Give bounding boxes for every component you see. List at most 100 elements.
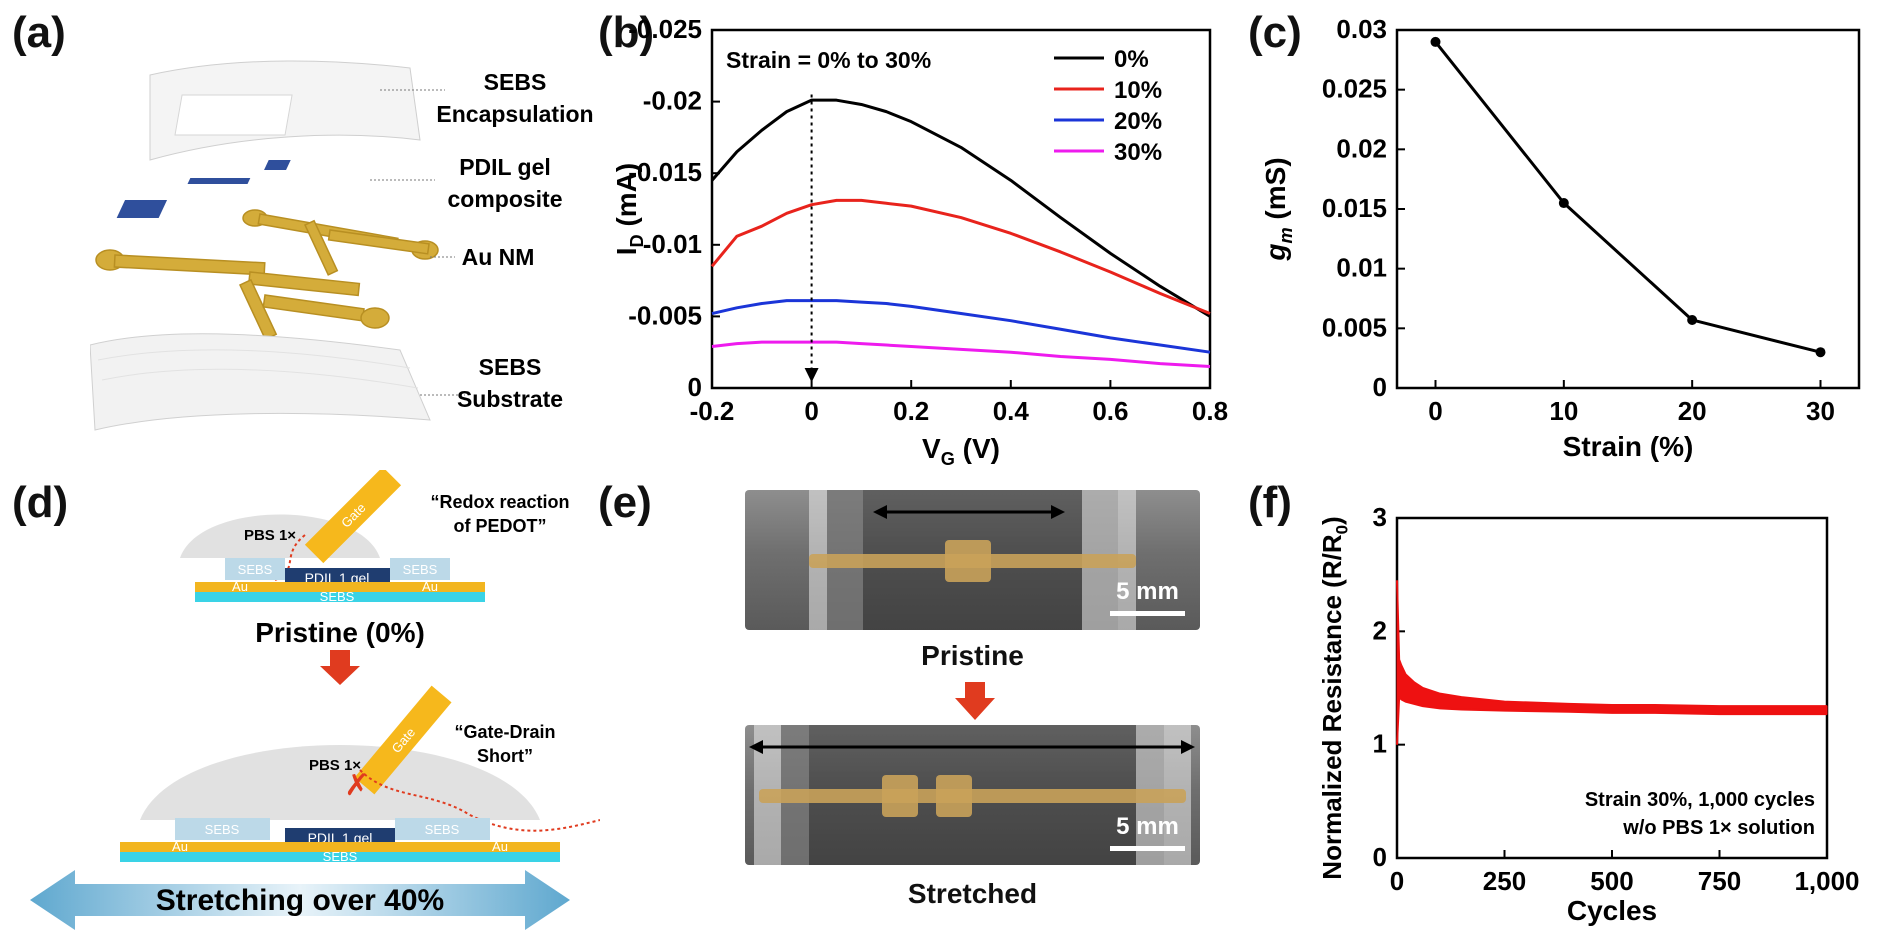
au-label-3: Au <box>172 839 188 854</box>
y-tick-label: 2 <box>1373 615 1387 645</box>
legend-label: 30% <box>1114 139 1162 166</box>
series-line-20pct <box>711 299 1211 354</box>
photo-stretched: 5 mm <box>745 725 1200 865</box>
strain-annotation: Strain = 0% to 30% <box>726 47 931 73</box>
quote-short-2: Short” <box>477 746 533 766</box>
y-tick-label: 0.015 <box>1322 193 1387 223</box>
x-tick-label: 250 <box>1483 866 1526 896</box>
series-line-lower <box>1396 696 1827 745</box>
transition-arrow-d <box>320 650 360 685</box>
y-tick-label: -0.015 <box>628 157 702 187</box>
chart-b-id-vg: -0.2 0 0.2 0.4 0.6 0.80-0.005-0.01-0.015-0.02… <box>611 14 1228 469</box>
series-line-10pct <box>710 198 1211 315</box>
x-tick-label: 0 <box>1390 866 1404 896</box>
stretch-double-arrow <box>30 870 570 930</box>
y-tick-label: -0.01 <box>643 229 702 259</box>
series-line-30pct <box>711 340 1211 369</box>
y-axis-label: ID (mA) <box>611 163 647 255</box>
pristine-caption: Pristine (0%) <box>255 617 425 648</box>
layer-label-gel-1: PDIL gel <box>459 154 551 180</box>
x-axis-label: VG (V) <box>922 433 1000 469</box>
au-label-1: Au <box>232 579 248 594</box>
y-tick-label: 0.01 <box>1336 253 1387 283</box>
legend-label: 0% <box>1114 46 1149 73</box>
transition-arrow-e <box>955 682 995 720</box>
panel-label-c: (c) <box>1248 8 1302 57</box>
au-label-2: Au <box>422 579 438 594</box>
scale-label-pristine: 5 mm <box>1116 578 1179 605</box>
sebs-label-4: SEBS <box>425 822 460 837</box>
gate-electrode <box>304 470 402 564</box>
y-tick-label: -0.02 <box>643 86 702 116</box>
y-tick-label: 0.03 <box>1336 14 1387 44</box>
device-cross-section-diagram: Gate PBS 1× “Redox reaction of PEDOT” SE… <box>30 470 600 930</box>
data-point <box>1430 36 1441 47</box>
quote-redox-2: of PEDOT” <box>454 516 547 536</box>
data-point <box>1815 347 1826 358</box>
data-point <box>1558 198 1569 209</box>
layer-label-encapsulation-1: SEBS <box>484 69 547 95</box>
y-tick-label: 0 <box>1373 842 1387 872</box>
panel-label-b: (b) <box>598 8 655 57</box>
x-tick-label: 30 <box>1806 396 1835 426</box>
annotation-line-2: w/o PBS 1× solution <box>1622 817 1815 839</box>
resistance-band <box>1396 580 1828 745</box>
sebs-label-1: SEBS <box>238 562 273 577</box>
y-tick-label: 0.005 <box>1322 312 1387 342</box>
y-tick-label: -0.025 <box>628 14 702 44</box>
layer-label-au: Au NM <box>462 244 535 270</box>
gate-electrode-2 <box>354 685 452 795</box>
x-tick-label: 1,000 <box>1794 866 1859 896</box>
quote-redox-1: “Redox reaction <box>430 492 569 512</box>
device-exploded-diagram: SEBS Encapsulation PDIL gel composite Au… <box>90 60 594 431</box>
plot-frame <box>1395 28 1861 390</box>
sebs-label-3: SEBS <box>205 822 240 837</box>
series-line-gm <box>1434 40 1821 354</box>
x-axis-label: Strain (%) <box>1563 431 1694 462</box>
x-tick-label: 10 <box>1549 396 1578 426</box>
pbs-label-1: PBS 1× <box>244 527 296 544</box>
x-tick-label: 20 <box>1678 396 1707 426</box>
x-tick-label: 0.2 <box>893 396 929 426</box>
x-tick-label: 750 <box>1698 866 1741 896</box>
y-axis-label: gm (mS) <box>1260 157 1296 261</box>
sebs-label-2: SEBS <box>403 562 438 577</box>
pbs-label-2: PBS 1× <box>309 757 361 774</box>
legend-label: 10% <box>1114 77 1162 104</box>
annotation-line-1: Strain 30%, 1,000 cycles <box>1585 789 1815 811</box>
x-tick-label: 500 <box>1590 866 1633 896</box>
panel-label-a: (a) <box>12 8 66 57</box>
y-tick-label: 0.02 <box>1336 133 1387 163</box>
vg-zero-arrowhead <box>804 367 819 383</box>
caption-pristine: Pristine <box>921 640 1024 671</box>
au-label-4: Au <box>492 839 508 854</box>
y-axis-label: Normalized Resistance (R/R0) <box>1317 516 1352 879</box>
y-tick-label: 0 <box>1373 372 1387 402</box>
x-axis-label: Cycles <box>1567 895 1657 926</box>
x-tick-label: 0 <box>1428 396 1442 426</box>
scale-bar-stretched: 5 mm <box>1110 813 1185 851</box>
photo-pristine: 5 mm <box>745 490 1200 630</box>
y-tick-label: 0.025 <box>1322 74 1387 104</box>
layer-label-substrate-2: Substrate <box>457 386 563 412</box>
caption-stretched: Stretched <box>907 878 1038 909</box>
chart-f-resistance-cycles: 0 250 500 750 1,000 0 1 2 3 Strain 30%, 1,000 cyc… <box>1317 502 1860 926</box>
sebs-label-base-2: SEBS <box>323 849 358 864</box>
data-point <box>1687 314 1698 325</box>
x-tick-label: -0.2 <box>690 396 735 426</box>
y-tick-label: 1 <box>1373 729 1387 759</box>
series-line-0pct <box>710 98 1211 318</box>
layer-label-gel-2: composite <box>447 186 562 212</box>
y-tick-label: -0.005 <box>628 300 702 330</box>
panel-label-e: (e) <box>598 478 652 527</box>
y-tick-label: 3 <box>1373 502 1387 532</box>
stretch-caption: Stretching over 40% <box>156 884 444 917</box>
x-tick-label: 0.4 <box>993 396 1030 426</box>
panel-label-f: (f) <box>1248 478 1292 527</box>
quote-short-1: “Gate-Drain <box>454 722 555 742</box>
chart-c-gm-strain: 0 10 20 30 0 0.005 0.01 0.015 0.02 0.025 0.03 Strai… <box>1260 14 1861 462</box>
x-tick-label: 0.6 <box>1092 396 1128 426</box>
x-tick-label: 0.8 <box>1192 396 1228 426</box>
layer-label-encapsulation-2: Encapsulation <box>436 101 593 127</box>
y-tick-label: 0 <box>688 372 702 402</box>
